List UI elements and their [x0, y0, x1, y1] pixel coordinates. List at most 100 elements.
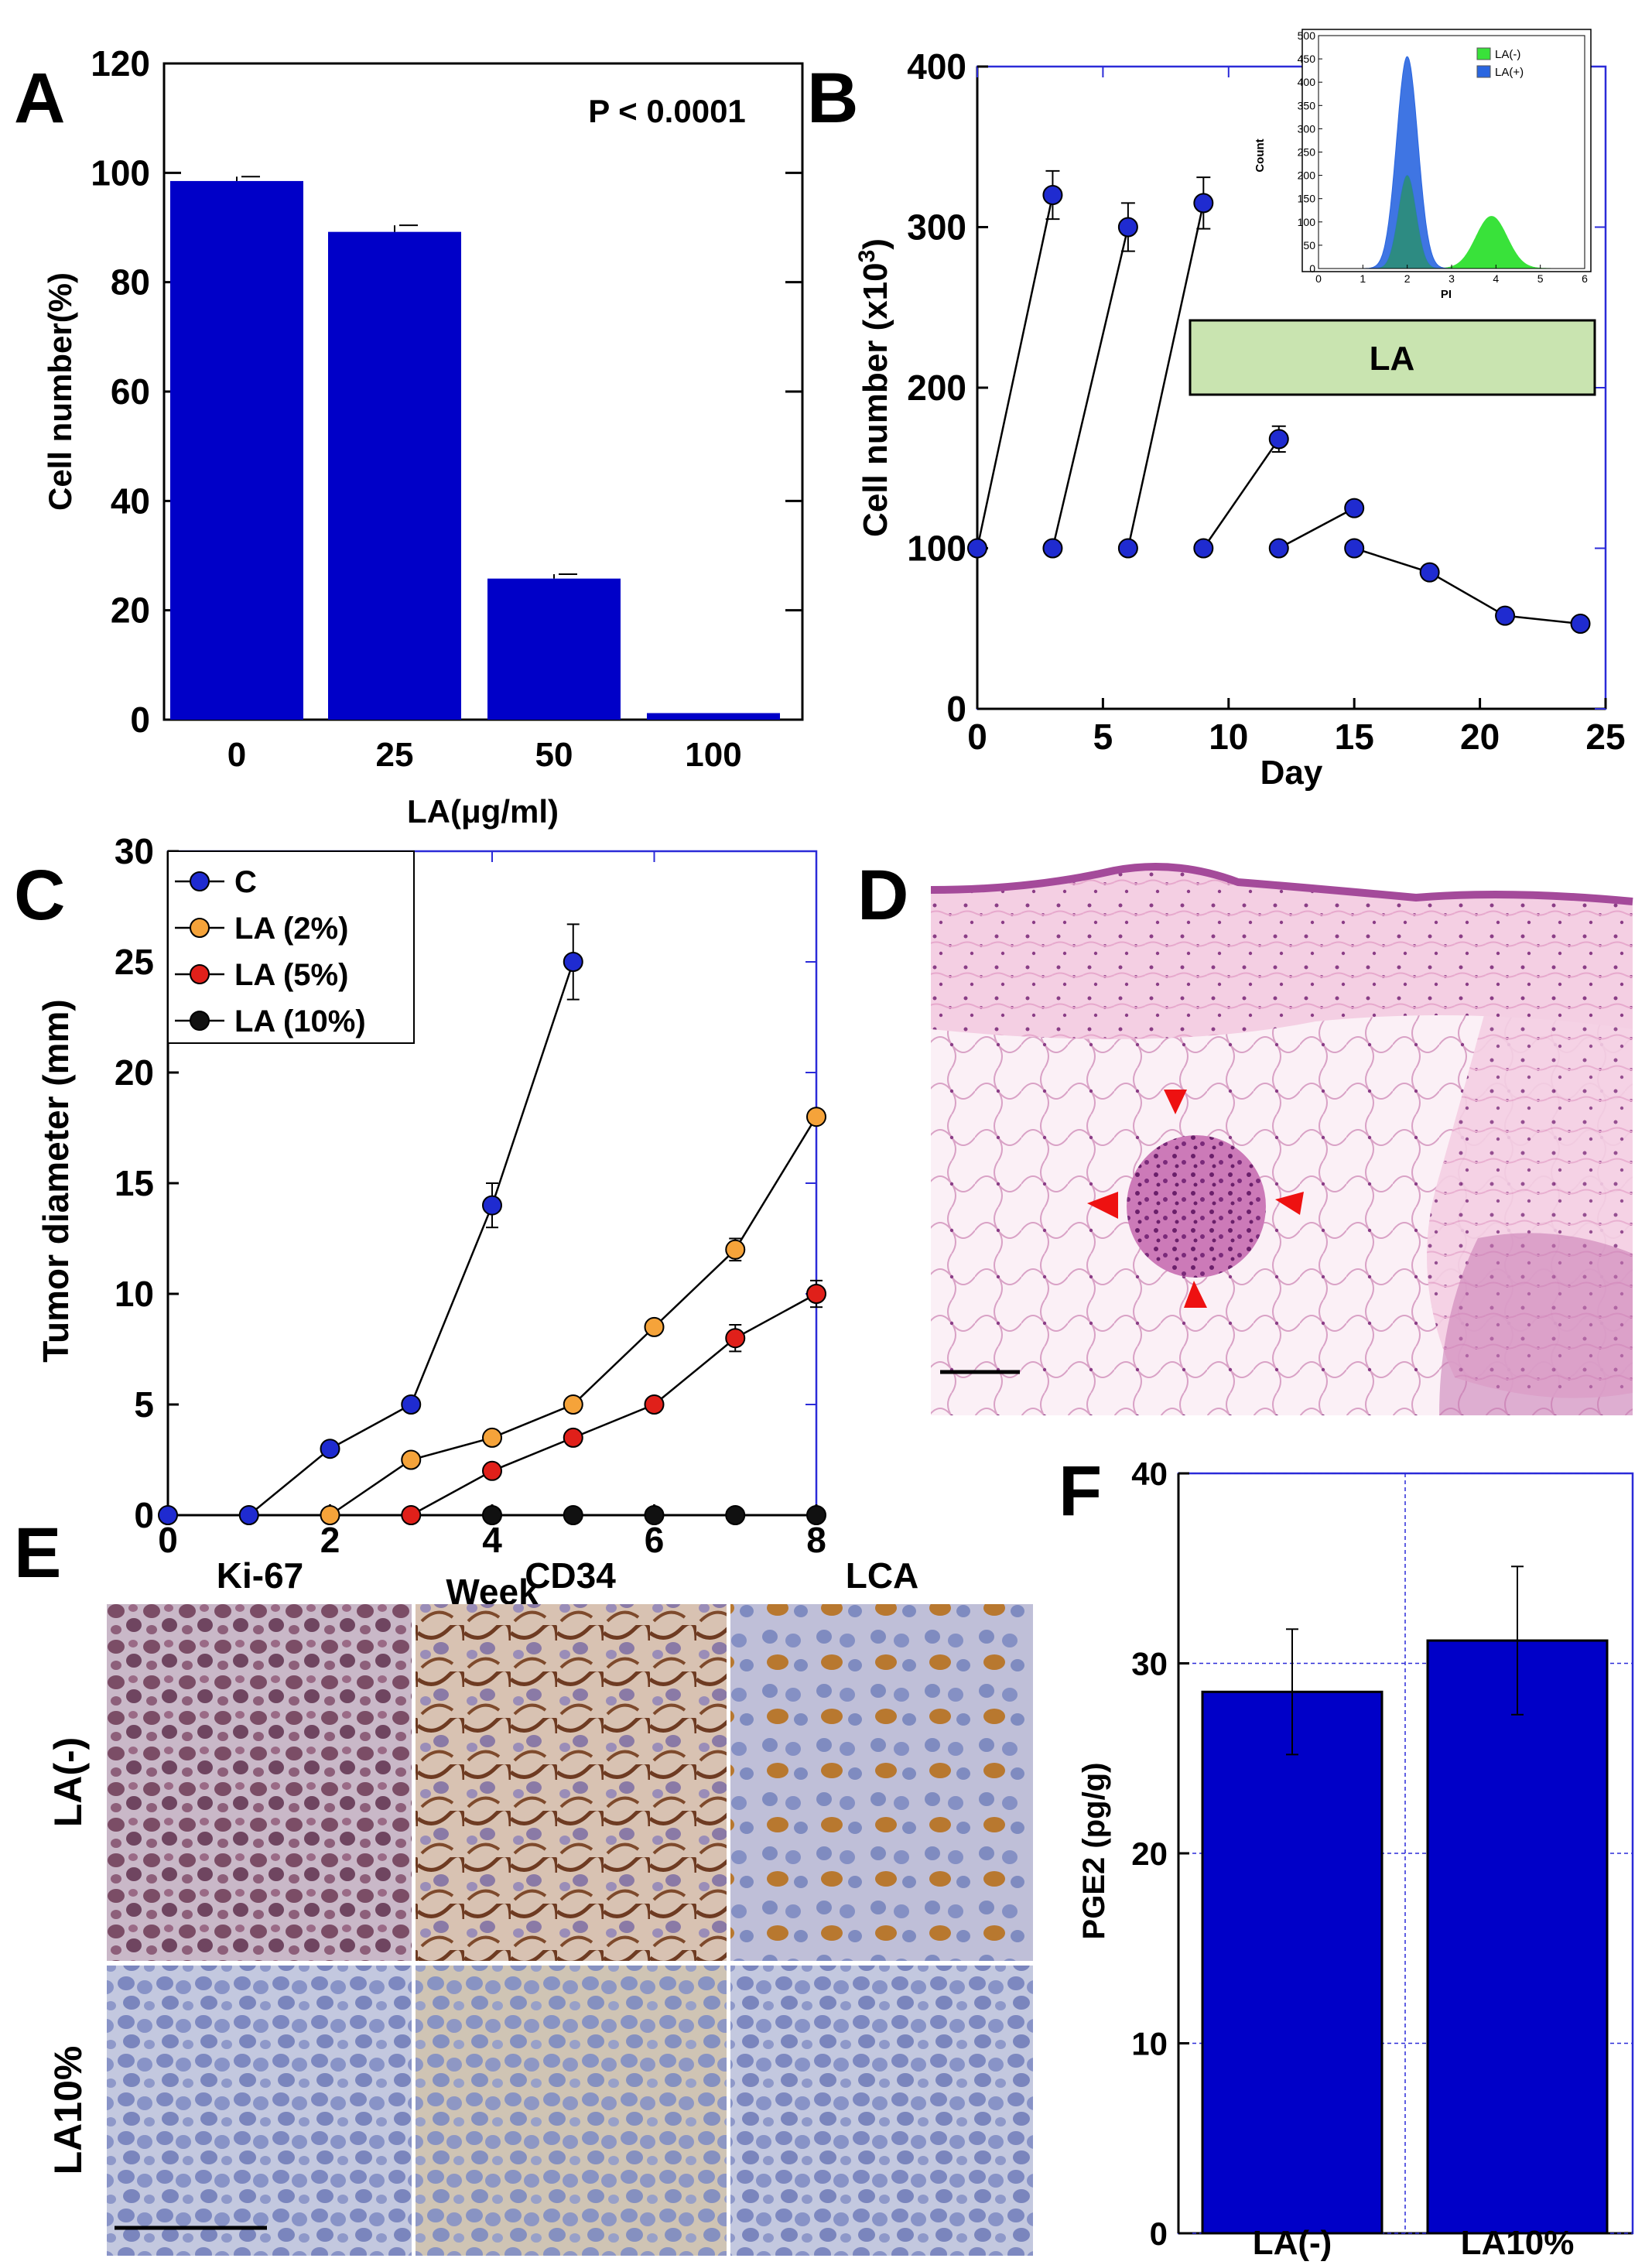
- chart-a-xlabel: LA(μg/ml): [407, 793, 559, 830]
- chart-a-bar-3: [647, 713, 780, 720]
- chart-c-legend-marker-2: [190, 964, 210, 984]
- flow-cytometry-inset: 0 1 2 3 4 5 6 0 50 100 150 200 250 300 350 400 450 500 LA…: [1254, 29, 1592, 301]
- inset-ytick-label-1: 50: [1303, 239, 1315, 251]
- chart-b-point-2-1: [1193, 193, 1214, 214]
- chart-a-ylabel: Cell number(%): [42, 272, 78, 511]
- chart-f-xtick-label-1: LA10%: [1461, 2224, 1575, 2261]
- chart-c-ytick-label-1: 5: [134, 1384, 154, 1425]
- chart-c-lines: [158, 923, 826, 1525]
- chart-a-ytick-label-2: 40: [111, 481, 150, 521]
- chart-b-point-1-0: [1042, 538, 1063, 559]
- chart-c-point-1-6: [806, 1107, 826, 1127]
- chart-b-point-5-1: [1419, 562, 1440, 583]
- chart-c-xtick-label-0: 0: [158, 1520, 178, 1560]
- chart-b-segment-5: [1353, 547, 1581, 625]
- arrowhead-right: [1275, 1192, 1304, 1215]
- chart-c-legend: C LA (2%) LA (5%) LA (10%): [167, 850, 415, 1044]
- chart-f-bar-0: [1201, 1690, 1384, 2235]
- inset-xtick-label-2: 2: [1404, 272, 1411, 285]
- chart-f-bar-1: [1426, 1639, 1609, 2235]
- chart-b-point-5-0: [1344, 538, 1365, 559]
- inset-xtick-label-6: 6: [1582, 272, 1588, 285]
- chart-b-ytick-label-3: 300: [907, 207, 966, 248]
- chart-b-point-1-1: [1117, 217, 1138, 238]
- ihc-ki67-la-minus: [107, 1604, 412, 1961]
- chart-a-bar-0: [170, 180, 303, 720]
- chart-a: 0 20 40 60 80 100 120 0 25 50 100 P < 0.0001 LA(μ…: [42, 43, 804, 830]
- ihc-ki67-la10: [107, 1966, 412, 2256]
- chart-c-point-1-3: [563, 1394, 583, 1415]
- chart-c-legend-label-1: LA (2%): [234, 912, 348, 946]
- chart-c-ytick-label-3: 15: [115, 1163, 154, 1203]
- arrowhead-bottom: [1184, 1281, 1207, 1308]
- chart-c-point-0-0: [158, 1505, 178, 1525]
- chart-a-annotation: P < 0.0001: [588, 93, 746, 129]
- ihc-lca-la10: [730, 1966, 1033, 2256]
- chart-a-ytick-label-4: 80: [111, 262, 150, 303]
- panel-label-e: E: [14, 1514, 61, 1593]
- chart-c-point-2-0: [401, 1505, 422, 1525]
- chart-a-bar-2: [487, 578, 621, 720]
- chart-f-ytick-label-2: 20: [1131, 1836, 1168, 1872]
- inset-xtick-label-5: 5: [1537, 272, 1544, 285]
- chart-c-point-2-2: [563, 1427, 583, 1448]
- chart-f-xtick-label-0: LA(-): [1253, 2224, 1332, 2261]
- inset-ytick-label-9: 450: [1298, 53, 1316, 65]
- chart-a-bar-1: [328, 231, 461, 720]
- chart-c-ytick-label-2: 10: [115, 1274, 154, 1314]
- he-cell-dense-region: [1439, 1233, 1633, 1415]
- chart-a-bars: [170, 176, 780, 720]
- chart-b-segment-2: [1127, 203, 1205, 549]
- inset-xtick-label-1: 1: [1360, 272, 1366, 285]
- chart-c-point-3-0: [482, 1505, 502, 1525]
- chart-b-point-5-2: [1495, 605, 1516, 626]
- chart-c-line-2: [410, 1292, 817, 1517]
- chart-c-point-2-4: [725, 1328, 746, 1349]
- inset-axes-box: [1318, 35, 1585, 269]
- chart-b-xtick-label-4: 20: [1460, 717, 1500, 757]
- chart-b-ytick-label-1: 100: [907, 529, 966, 569]
- chart-b-point-2-0: [1117, 538, 1138, 559]
- chart-c-ytick-label-6: 30: [115, 831, 154, 871]
- chart-b-point-4-0: [1268, 538, 1289, 559]
- chart-b-segment-0: [976, 194, 1054, 549]
- chart-b-xlabel: Day: [1260, 754, 1323, 792]
- chart-a-ytick-label-3: 60: [111, 371, 150, 412]
- chart-f: 0 10 20 30 40 LA(-) LA10% PGE2 (pg/g): [1077, 1456, 1634, 2262]
- ihc-cd34-la10: [416, 1966, 727, 2256]
- chart-c-point-1-4: [644, 1316, 665, 1337]
- chart-c-point-0-4: [482, 1195, 502, 1216]
- chart-b-xtick-label-5: 25: [1585, 717, 1625, 757]
- inset-legend-swatch-la-minus: [1476, 47, 1491, 60]
- chart-c-legend-marker-0: [190, 871, 210, 891]
- chart-b-segment-4: [1278, 507, 1355, 549]
- panel-label-b: B: [807, 59, 858, 138]
- chart-b-point-3-0: [1193, 538, 1214, 559]
- chart-c-legend-label-0: C: [234, 865, 257, 899]
- ihc-col-lca: LCA: [846, 1555, 919, 1596]
- chart-a-x-ticks: 0 25 50 100: [227, 736, 742, 774]
- inset-frame: [1301, 29, 1592, 272]
- chart-a-xtick-label-3: 100: [685, 736, 741, 774]
- he-dermis: [931, 867, 1633, 1039]
- inset-ytick-label-8: 400: [1298, 76, 1316, 88]
- chart-b-xtick-label-3: 15: [1335, 717, 1374, 757]
- chart-b-point-5-3: [1570, 614, 1591, 635]
- chart-b-ylabel-sup: 3: [854, 250, 880, 263]
- chart-c-legend-label-3: LA (10%): [234, 1004, 366, 1038]
- chart-a-ytick-label-6: 120: [91, 43, 150, 84]
- histology-image-d: [930, 849, 1633, 1415]
- chart-c-point-3-1: [563, 1505, 583, 1525]
- inset-xtick-label-3: 3: [1448, 272, 1455, 285]
- chart-b-ytick-label-2: 200: [907, 368, 966, 408]
- chart-c-xtick-label-3: 6: [645, 1520, 665, 1560]
- chart-b-segment-1: [1052, 227, 1130, 549]
- chart-c: 0 2 4 6 8 0 5 10 15 20 25 30 C LA (2%) LA (5%) LA (10%…: [36, 831, 826, 1612]
- chart-c-xtick-label-1: 2: [320, 1520, 340, 1560]
- ihc-grid-e: Ki-67 CD34 LCA LA(-) LA10%: [46, 1555, 1033, 2256]
- chart-f-ylabel: PGE2 (pg/g): [1077, 1763, 1111, 1940]
- chart-c-ytick-label-4: 20: [115, 1052, 154, 1093]
- chart-c-legend-marker-1: [190, 918, 210, 938]
